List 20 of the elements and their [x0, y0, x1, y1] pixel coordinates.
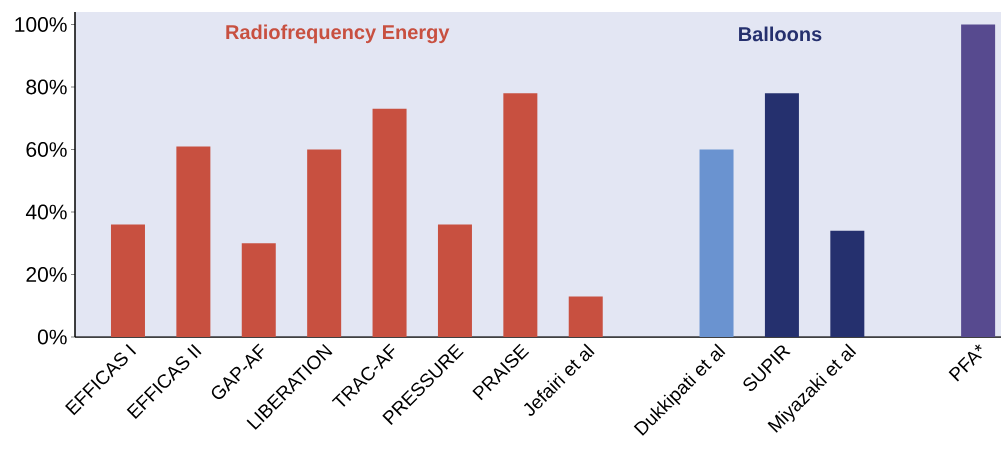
bar [372, 108, 407, 337]
bar [830, 230, 865, 337]
annotation: Balloons [739, 26, 822, 42]
bar [699, 149, 734, 337]
y-tick-label: 80% [26, 79, 67, 95]
bar [110, 224, 145, 337]
bar [568, 296, 603, 337]
annotation: Radiofrequency Energy [226, 24, 450, 44]
bar [961, 24, 996, 337]
y-tick-label: 40% [25, 204, 67, 220]
bar [176, 146, 211, 337]
bar [437, 224, 472, 337]
y-tick-label: 100% [15, 17, 67, 32]
bar [307, 149, 342, 337]
bar [764, 93, 799, 337]
y-tick-label: 20% [26, 267, 67, 282]
bar [503, 93, 538, 337]
y-tick-label: 0% [37, 329, 67, 345]
bar [241, 243, 276, 337]
y-tick-label: 60% [26, 142, 67, 157]
